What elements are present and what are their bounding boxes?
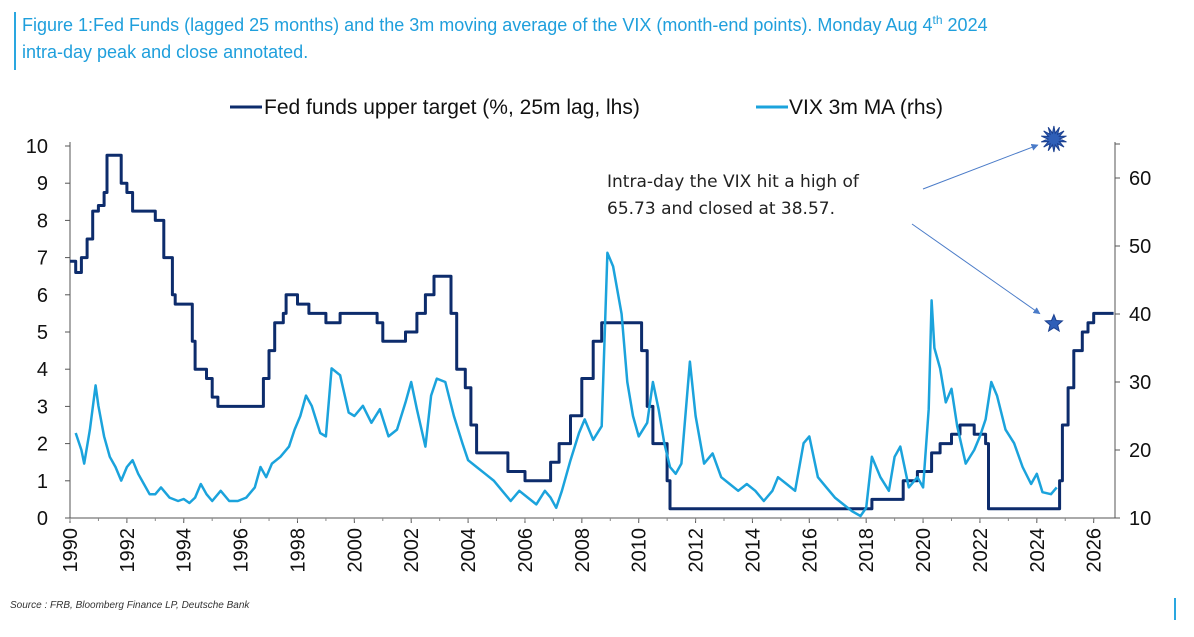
right-tick-label: 10 [1129, 508, 1151, 530]
right-tick-label: 40 [1129, 304, 1151, 326]
x-tick-label: 1994 [174, 528, 196, 573]
figure-title: Figure 1:Fed Funds (lagged 25 months) an… [14, 12, 1180, 70]
left-tick-label: 10 [26, 136, 48, 158]
corner-marker [1174, 598, 1176, 620]
vix-intraday-high-marker [1041, 125, 1067, 153]
x-tick-label: 2018 [856, 528, 878, 573]
right-tick-label: 50 [1129, 236, 1151, 258]
x-tick-label: 2008 [572, 528, 594, 573]
title-line1: Figure 1:Fed Funds (lagged 25 months) an… [22, 15, 933, 35]
x-tick-label: 2000 [344, 528, 366, 573]
annotation-line2: 65.73 and closed at 38.57. [607, 199, 835, 219]
x-tick-label: 2006 [515, 528, 537, 573]
left-tick-label: 1 [37, 471, 48, 493]
x-tick-label: 2022 [970, 528, 992, 573]
x-tick-label: 2020 [913, 528, 935, 573]
left-tick-label: 7 [37, 248, 48, 270]
left-tick-label: 6 [37, 285, 48, 307]
fed-funds-series-line [70, 153, 1114, 511]
title-line2: intra-day peak and close annotated. [22, 42, 309, 62]
x-tick-label: 1990 [60, 528, 82, 573]
x-tick-label: 2004 [458, 528, 480, 573]
x-tick-label: 2012 [686, 528, 708, 573]
vix-series-line [74, 251, 1058, 518]
left-tick-label: 5 [37, 322, 48, 344]
x-tick-label: 2002 [401, 528, 423, 573]
left-tick-label: 0 [37, 508, 48, 530]
x-tick-label: 1996 [231, 528, 253, 573]
x-tick-label: 1998 [287, 528, 309, 573]
annotation-arrow-high [922, 144, 1039, 190]
legend-label-fed: Fed funds upper target (%, 25m lag, lhs) [264, 96, 640, 119]
x-tick-label: 2010 [629, 528, 651, 573]
left-tick-label: 2 [37, 434, 48, 456]
left-tick-label: 4 [37, 359, 48, 381]
title-superscript: th [932, 13, 943, 27]
x-tick-label: 2026 [1084, 528, 1106, 573]
title-line1-end: 2024 [942, 15, 988, 35]
vix-close-marker [1044, 313, 1064, 333]
x-tick-label: 1992 [117, 528, 139, 573]
annotation-text: Intra-day the VIX hit a high of 65.73 an… [607, 169, 859, 223]
legend-label-vix: VIX 3m MA (rhs) [789, 96, 943, 119]
source-note: Source : FRB, Bloomberg Finance LP, Deut… [10, 600, 250, 611]
left-tick-label: 8 [37, 210, 48, 232]
left-tick-label: 3 [37, 396, 48, 418]
x-tick-label: 2014 [742, 528, 764, 573]
annotation-line1: Intra-day the VIX hit a high of [607, 172, 859, 192]
right-tick-label: 30 [1129, 372, 1151, 394]
left-tick-label: 9 [37, 173, 48, 195]
x-tick-label: 2016 [799, 528, 821, 573]
right-tick-label: 60 [1129, 168, 1151, 190]
right-tick-label: 20 [1129, 440, 1151, 462]
annotation-arrow-close [911, 223, 1041, 315]
x-tick-label: 2024 [1027, 528, 1049, 573]
